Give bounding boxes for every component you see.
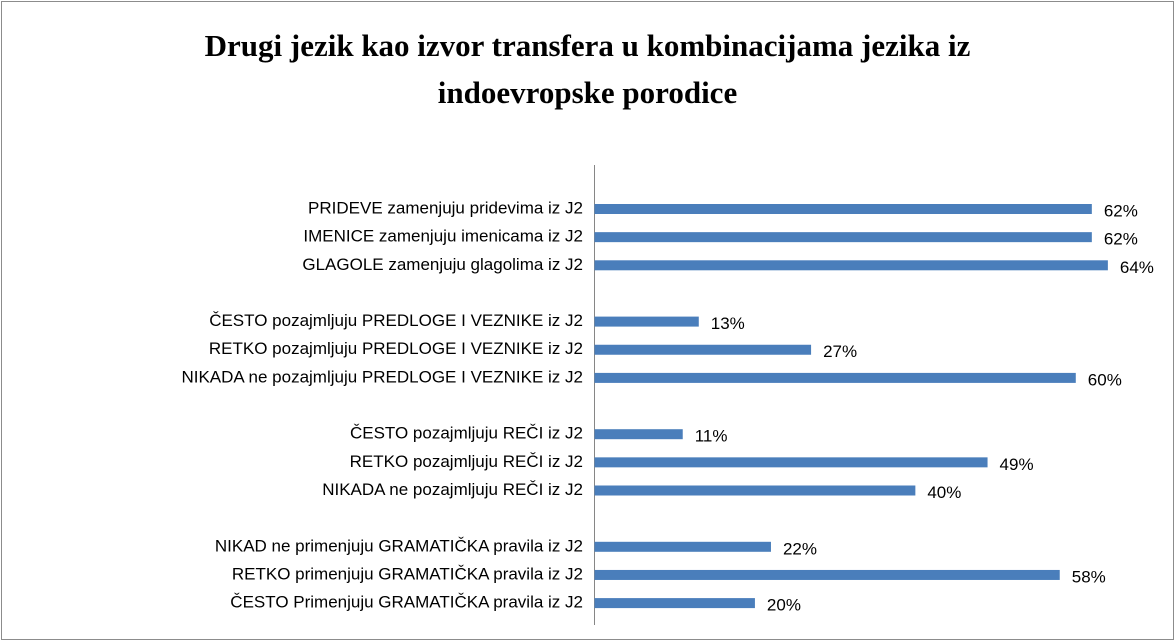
data-label: 22% bbox=[783, 539, 817, 558]
data-label: 58% bbox=[1072, 567, 1106, 586]
data-label: 60% bbox=[1088, 370, 1122, 389]
y-tick-label: ČESTO Primenjuju GRAMATIČKA pravila iz J… bbox=[230, 593, 583, 612]
bar bbox=[594, 344, 812, 355]
data-label: 20% bbox=[767, 596, 801, 615]
data-label: 11% bbox=[695, 427, 728, 446]
y-tick-label: GLAGOLE zamenjuju glagolima iz J2 bbox=[302, 255, 583, 274]
bar bbox=[594, 372, 1076, 383]
y-tick-label: RETKO pozajmljuju PREDLOGE I VEZNIKE iz … bbox=[209, 339, 583, 358]
chart-title: Drugi jezik kao izvor transfera u kombin… bbox=[204, 28, 971, 110]
y-tick-label: IMENICE zamenjuju imenicama iz J2 bbox=[303, 227, 583, 246]
bar bbox=[594, 429, 683, 440]
y-tick-label: ČESTO pozajmljuju REČI iz J2 bbox=[350, 424, 583, 443]
bar bbox=[594, 204, 1092, 214]
bar bbox=[594, 485, 916, 496]
y-tick-label: NIKADA ne pozajmljuju REČI iz J2 bbox=[322, 480, 583, 499]
bar bbox=[594, 541, 771, 552]
data-label: 49% bbox=[1000, 455, 1034, 474]
y-tick-label: RETKO primenjuju GRAMATIČKA pravila iz J… bbox=[232, 564, 583, 583]
data-label: 62% bbox=[1104, 201, 1138, 220]
data-label: 27% bbox=[823, 342, 857, 361]
bar bbox=[594, 457, 988, 468]
data-label: 64% bbox=[1120, 258, 1154, 277]
bar bbox=[594, 260, 1108, 271]
data-label: 13% bbox=[711, 314, 745, 333]
y-tick-label: PRIDEVE zamenjuju pridevima iz J2 bbox=[308, 198, 583, 217]
data-label: 62% bbox=[1104, 230, 1138, 249]
y-tick-label: NIKAD ne primenjuju GRAMATIČKA pravila i… bbox=[215, 536, 583, 555]
bar bbox=[594, 316, 699, 327]
y-tick-label: RETKO pozajmljuju REČI iz J2 bbox=[350, 452, 583, 471]
y-tick-label: ČESTO pozajmljuju PREDLOGE I VEZNIKE iz … bbox=[209, 311, 583, 330]
bar bbox=[594, 569, 1060, 580]
bar bbox=[594, 598, 755, 609]
bar bbox=[594, 232, 1092, 243]
y-tick-label: NIKADA ne pozajmljuju PREDLOGE I VEZNIKE… bbox=[181, 367, 583, 386]
data-label: 40% bbox=[927, 483, 961, 502]
